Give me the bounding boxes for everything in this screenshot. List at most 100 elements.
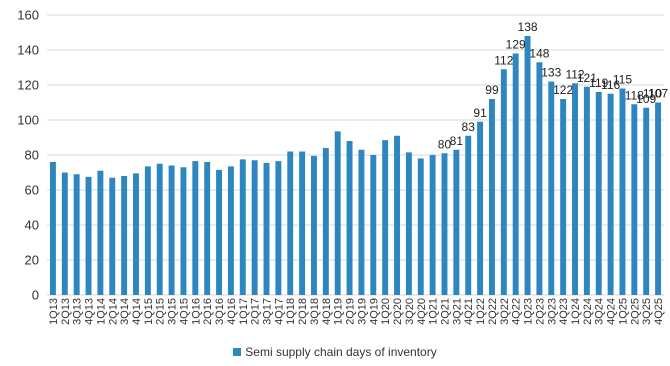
- x-tick-label: 3Q19: [356, 298, 368, 325]
- bar: [61, 172, 68, 295]
- bar: [85, 176, 92, 295]
- x-tick-label: 2Q16: [202, 298, 214, 325]
- data-label: 122: [553, 83, 573, 97]
- x-tick-label: 2Q14: [107, 298, 119, 325]
- x-tick-label: 2Q21: [439, 298, 451, 325]
- x-tick-label: 4Q25: [653, 298, 665, 325]
- bar: [453, 149, 460, 295]
- data-label: 118: [625, 88, 644, 102]
- bar: [524, 36, 531, 295]
- x-tick-label: 2Q23: [534, 298, 546, 325]
- data-label: 109: [636, 92, 656, 106]
- bar: [394, 135, 400, 295]
- x-tick-label: 1Q24: [570, 298, 582, 325]
- x-tick-label: 1Q17: [238, 298, 250, 325]
- bar: [441, 153, 448, 295]
- x-tick-label: 3Q21: [451, 298, 463, 325]
- bar: [631, 104, 638, 295]
- bar: [263, 162, 270, 295]
- x-tick-label: 1Q20: [380, 298, 392, 325]
- data-label: 129: [506, 38, 526, 52]
- bar: [607, 93, 614, 295]
- bar: [299, 151, 306, 295]
- y-tick-label: 120: [17, 78, 39, 93]
- x-tick-label: 4Q24: [606, 298, 618, 325]
- x-tick-label: 3Q16: [214, 298, 226, 325]
- bar: [97, 170, 104, 295]
- x-tick-label: 3Q25: [641, 298, 653, 325]
- x-tick-label: 2Q15: [155, 298, 167, 325]
- bar: [334, 131, 341, 295]
- bar: [417, 158, 424, 295]
- x-tick-label: 4Q20: [416, 298, 428, 325]
- x-tick-label: 2Q18: [297, 298, 309, 325]
- bar: [49, 162, 56, 295]
- x-tick-label: 3Q15: [167, 298, 179, 325]
- bar: [572, 83, 578, 295]
- bar: [109, 177, 116, 295]
- x-tick-label: 2Q25: [629, 298, 641, 325]
- x-tick-label: 4Q15: [178, 298, 190, 325]
- legend: Semi supply chain days of inventory: [0, 344, 670, 359]
- x-tick-label: 1Q19: [333, 298, 345, 325]
- bar: [619, 88, 626, 295]
- data-label: 112: [565, 67, 584, 81]
- y-tick-label: 140: [17, 43, 39, 58]
- x-tick-label: 2Q20: [392, 298, 404, 325]
- bar: [477, 121, 484, 295]
- legend-label: Semi supply chain days of inventory: [245, 344, 437, 359]
- bar: [370, 155, 377, 295]
- data-label: 107: [648, 87, 668, 101]
- x-tick-label: 1Q22: [475, 298, 487, 325]
- bar: [358, 149, 365, 295]
- bar: [227, 166, 234, 295]
- x-tick-label: 2Q19: [345, 298, 357, 325]
- x-tick-label: 4Q14: [131, 298, 143, 325]
- bar: [287, 151, 294, 295]
- x-tick-label: 1Q21: [428, 298, 440, 325]
- bar: [429, 155, 436, 295]
- x-tick-label: 4Q23: [558, 298, 570, 325]
- y-tick-label: 20: [25, 253, 39, 268]
- data-label: 119: [589, 76, 608, 90]
- x-tick-label: 4Q19: [368, 298, 380, 325]
- x-tick-label: 2Q24: [582, 298, 594, 325]
- bar: [251, 160, 258, 295]
- bar: [121, 176, 128, 295]
- y-tick-label: 100: [17, 113, 39, 128]
- bar: [583, 86, 590, 295]
- bar: [192, 161, 199, 295]
- bar: [216, 169, 223, 295]
- bar: [346, 141, 353, 295]
- x-tick-label: 2Q22: [487, 298, 499, 325]
- y-tick-label: 40: [25, 218, 39, 233]
- bar: [322, 148, 329, 295]
- data-label: 116: [601, 78, 620, 92]
- bar: [405, 152, 412, 295]
- bar: [133, 173, 139, 295]
- bar: [465, 135, 472, 295]
- data-label: 148: [529, 46, 549, 60]
- data-label: 138: [518, 20, 538, 34]
- x-tick-label: 3Q13: [72, 298, 84, 325]
- data-label: 133: [541, 66, 561, 80]
- x-tick-label: 1Q23: [523, 298, 535, 325]
- data-label: 115: [613, 73, 632, 87]
- x-tick-label: 2Q13: [60, 298, 72, 325]
- x-tick-label: 3Q14: [119, 298, 131, 325]
- data-label: 110: [643, 87, 662, 101]
- bar: [204, 162, 211, 295]
- data-label: 83: [462, 120, 476, 134]
- legend-swatch: [233, 347, 242, 356]
- x-tick-label: 4Q18: [321, 298, 333, 325]
- x-tick-label: 4Q16: [226, 298, 238, 325]
- y-tick-label: 0: [32, 288, 39, 303]
- bar: [311, 155, 317, 295]
- data-label: 80: [438, 137, 452, 151]
- x-tick-label: 1Q25: [617, 298, 629, 325]
- bar: [239, 159, 246, 295]
- bar: [144, 166, 151, 295]
- x-tick-label: 3Q23: [546, 298, 558, 325]
